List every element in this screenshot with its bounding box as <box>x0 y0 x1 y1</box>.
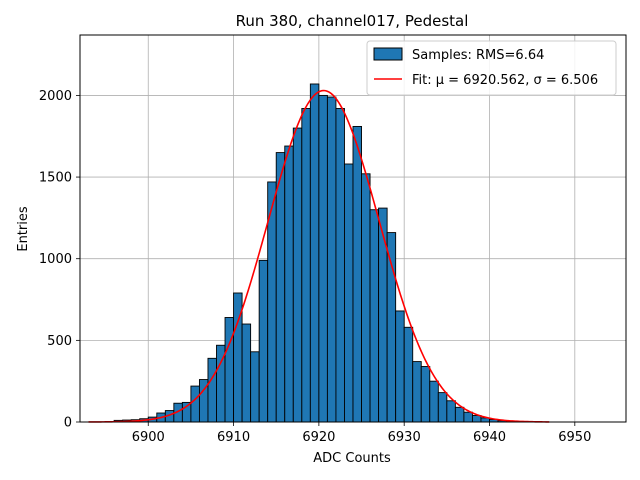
histogram-bar <box>207 357 217 423</box>
histogram-bar <box>292 127 303 423</box>
histogram-bar <box>284 145 294 423</box>
histogram-bar <box>395 310 405 423</box>
legend-label-samples: Samples: RMS=6.64 <box>412 48 544 63</box>
histogram-bar <box>454 406 465 423</box>
y-axis-label: Entries <box>16 206 31 252</box>
y-tick-label-0: 0 <box>64 416 72 431</box>
y-tick-label-4: 2000 <box>39 89 72 104</box>
histogram-bar <box>386 232 397 423</box>
histogram-bar <box>369 209 380 423</box>
x-tick-label-5: 6950 <box>558 430 591 445</box>
x-axis-label: ADC Counts <box>313 451 391 466</box>
x-tick-label-3: 6930 <box>388 430 421 445</box>
histogram-bar <box>250 351 260 423</box>
x-tick-label-1: 6910 <box>217 430 250 445</box>
histogram-bar <box>361 173 371 423</box>
legend-label-fit: Fit: μ = 6920.562, σ = 6.506 <box>412 73 598 88</box>
histogram-bar <box>326 96 337 423</box>
chart-title: Run 380, channel017, Pedestal <box>236 12 469 30</box>
histogram-bar <box>258 259 269 423</box>
plot-frame <box>79 34 627 423</box>
y-tick-label-2: 1000 <box>39 252 72 267</box>
histogram-bar <box>429 380 439 423</box>
histogram-bar <box>301 108 311 423</box>
histogram-bar <box>241 323 252 423</box>
y-tick-label-1: 500 <box>47 334 72 349</box>
y-axis-ticks: 0 500 1000 1500 2000 <box>39 89 80 431</box>
histogram-bar <box>412 361 422 423</box>
x-tick-label-4: 6940 <box>473 430 506 445</box>
histogram-bar <box>446 400 456 423</box>
histogram-bar <box>318 94 328 423</box>
fit-curve <box>88 89 550 423</box>
legend-swatch-samples <box>373 47 403 61</box>
histogram-bar <box>309 83 320 423</box>
histogram-bar <box>335 108 345 423</box>
histogram-bar <box>275 152 286 423</box>
histogram-bar <box>378 207 388 423</box>
x-axis-ticks: 6900 6910 6920 6930 6940 6950 <box>132 422 591 445</box>
histogram-bar <box>224 317 235 423</box>
histogram-bars <box>113 83 516 423</box>
histogram-bar <box>420 366 431 423</box>
histogram-bar <box>463 411 473 423</box>
histogram-bar <box>403 326 414 423</box>
legend: Samples: RMS=6.64 Fit: μ = 6920.562, σ =… <box>366 40 617 96</box>
histogram-bar <box>344 163 354 423</box>
y-tick-label-3: 1500 <box>39 171 72 186</box>
x-tick-label-0: 6900 <box>132 430 165 445</box>
histogram-bar <box>190 385 200 423</box>
x-tick-label-2: 6920 <box>302 430 335 445</box>
legend-box <box>366 40 617 96</box>
histogram-bar <box>437 392 448 423</box>
histogram-bar <box>352 125 362 423</box>
